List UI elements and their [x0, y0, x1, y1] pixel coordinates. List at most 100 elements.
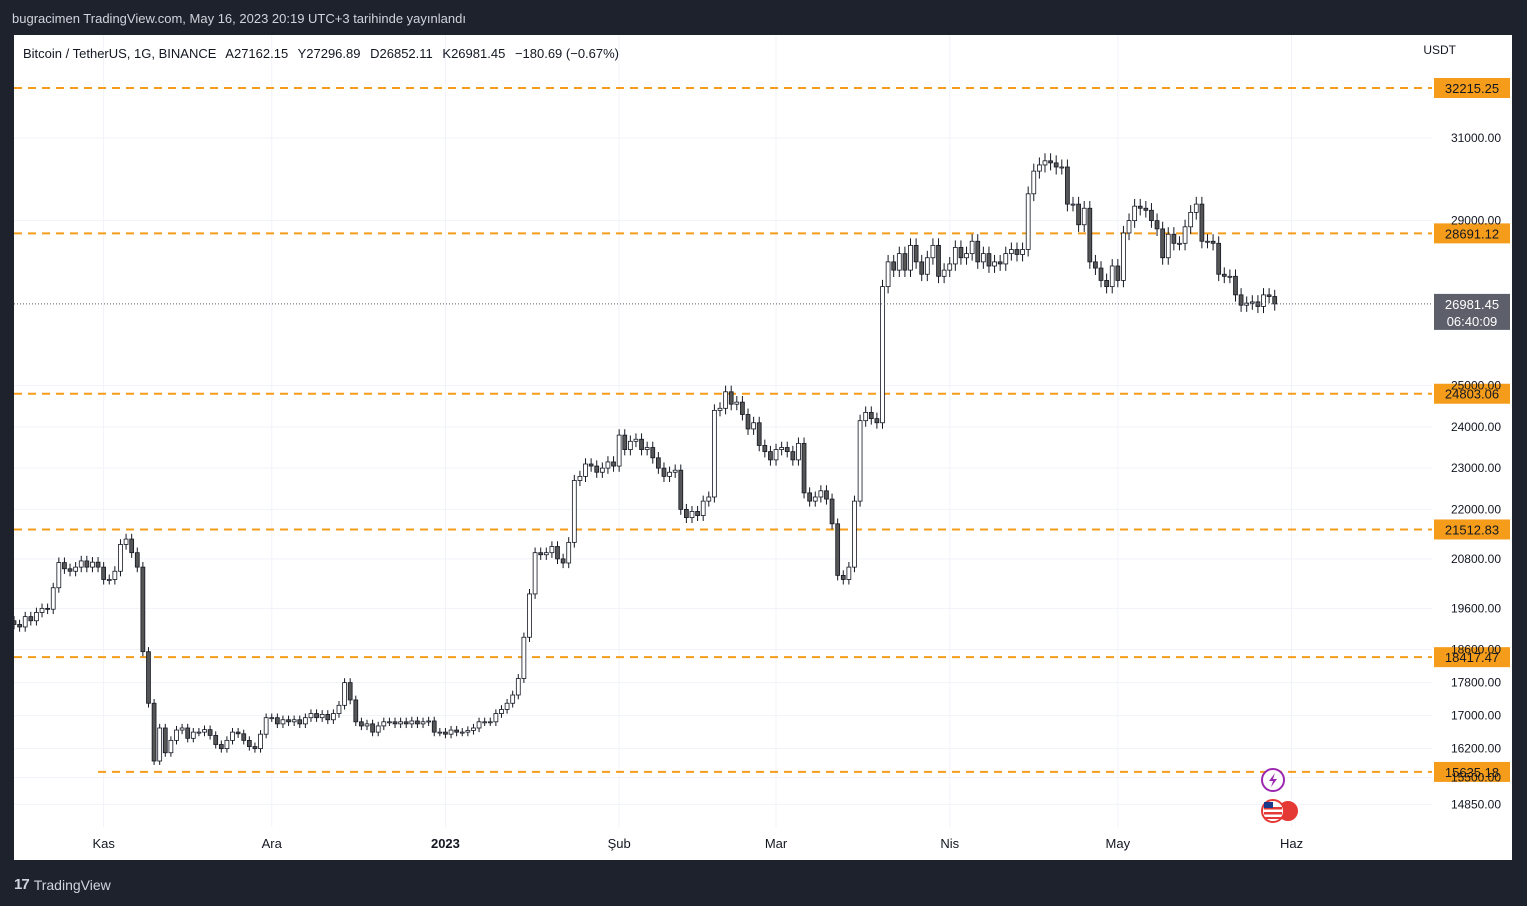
candle-body [331, 713, 336, 721]
candle-body [454, 729, 460, 733]
y-tick-label: 24000.00 [1451, 420, 1501, 434]
x-tick-label: Kas [92, 836, 115, 851]
candle-body [1109, 265, 1115, 288]
tradingview-logo-icon[interactable]: 17 [14, 876, 30, 893]
candle-body [532, 552, 538, 595]
candle-body [1065, 166, 1070, 205]
candle-body [370, 723, 375, 733]
candle-body [314, 713, 319, 719]
footer-brand[interactable]: TradingView [33, 876, 111, 893]
y-tick-label: 23000.00 [1451, 461, 1501, 475]
last-price-label: 26981.45 [1445, 297, 1499, 312]
candle-body [689, 511, 695, 519]
y-tick-label: 29000.00 [1451, 214, 1501, 228]
candle-body [17, 624, 22, 628]
candle-body [577, 475, 583, 481]
us-flag-icon[interactable] [1261, 799, 1300, 823]
candle-body [661, 467, 667, 477]
candle-body [274, 717, 280, 725]
time-axis: Kas Ara 2023 Şub Mar Nis May Haz [92, 836, 1303, 851]
symbol-legend[interactable]: Bitcoin / TetherUS, 1G, BINANCE A27162.1… [23, 46, 625, 61]
x-tick-label: Haz [1280, 836, 1303, 851]
candle-body [812, 496, 818, 502]
candle-body [924, 257, 930, 275]
candle-body [969, 240, 975, 255]
candle-body [947, 263, 953, 271]
change-value: −180.69 (−0.67%) [514, 46, 620, 61]
chart-panel[interactable]: 32215.25 28691.12 24803.06 21512.83 18417.47… [14, 35, 1512, 860]
candle-body [913, 244, 919, 263]
candle-body [364, 723, 370, 727]
candle-body [1104, 280, 1109, 288]
event-icons [1261, 768, 1300, 823]
candle-body [835, 523, 841, 576]
candle-body [62, 562, 67, 570]
candle-body [717, 407, 723, 411]
candle-body [880, 286, 885, 424]
candle-body [95, 561, 101, 568]
candle-body [1093, 261, 1098, 269]
candle-body [230, 731, 235, 741]
candle-body [398, 721, 403, 725]
symbol-name: Bitcoin / TetherUS, 1G, BINANCE [23, 46, 217, 61]
candle-body [235, 731, 241, 735]
grid [14, 35, 1432, 827]
candle-body [437, 731, 443, 734]
candle-body [1149, 209, 1154, 222]
candle-body [196, 731, 202, 734]
candle-body [779, 447, 784, 450]
candle-body [874, 418, 880, 424]
close-value: K26981.45 [442, 46, 506, 61]
candle-body [1160, 228, 1166, 259]
level-badge [1434, 383, 1510, 404]
candle-body [678, 469, 684, 510]
candle-body [34, 612, 39, 622]
lightning-icon[interactable] [1261, 768, 1285, 792]
candle-body [50, 587, 56, 610]
candle-body [504, 702, 510, 710]
candle-body [28, 616, 34, 622]
candle-body [90, 561, 95, 568]
y-tick-label: 17800.00 [1451, 676, 1501, 690]
candle-body [543, 552, 549, 556]
candle-body [1221, 273, 1227, 277]
candle-body [375, 725, 381, 733]
candle-body [566, 541, 572, 564]
candle-body [319, 713, 325, 719]
candle-body [1210, 240, 1216, 244]
candle-body [1177, 242, 1182, 245]
level-label: 28691.12 [1445, 226, 1499, 241]
candle-body [1266, 294, 1272, 297]
candlestick-chart[interactable]: 32215.25 28691.12 24803.06 21512.83 18417.47… [14, 35, 1512, 860]
candle-body [538, 552, 544, 556]
low-value: D26852.11 [370, 46, 433, 61]
candle-body [571, 480, 577, 543]
candle-body [297, 719, 303, 725]
candle-body [801, 442, 807, 494]
candle-body [347, 682, 353, 701]
level-label: 21512.83 [1445, 522, 1499, 537]
candle-body [891, 261, 897, 271]
candle-body [179, 727, 185, 731]
y-tick-label: 18600.00 [1451, 643, 1501, 657]
candle-body [1216, 242, 1222, 275]
candle-body [796, 442, 801, 461]
candle-body [403, 721, 409, 725]
candle-body [599, 467, 605, 473]
candle-body [527, 593, 532, 638]
candle-body [829, 498, 835, 525]
candle-body [1009, 249, 1014, 255]
candle-body [824, 490, 829, 500]
candle-body [56, 562, 62, 589]
candle-body [885, 261, 891, 288]
candle-body [1031, 170, 1037, 195]
candle-body [123, 538, 129, 545]
candle-body [431, 720, 437, 733]
candle-body [303, 717, 308, 725]
candle-body [1059, 166, 1065, 169]
candle-body [409, 720, 415, 725]
candle-body [952, 247, 958, 265]
candle-body [476, 721, 482, 729]
x-tick-label: Nis [940, 836, 959, 851]
candle-body [336, 704, 342, 714]
